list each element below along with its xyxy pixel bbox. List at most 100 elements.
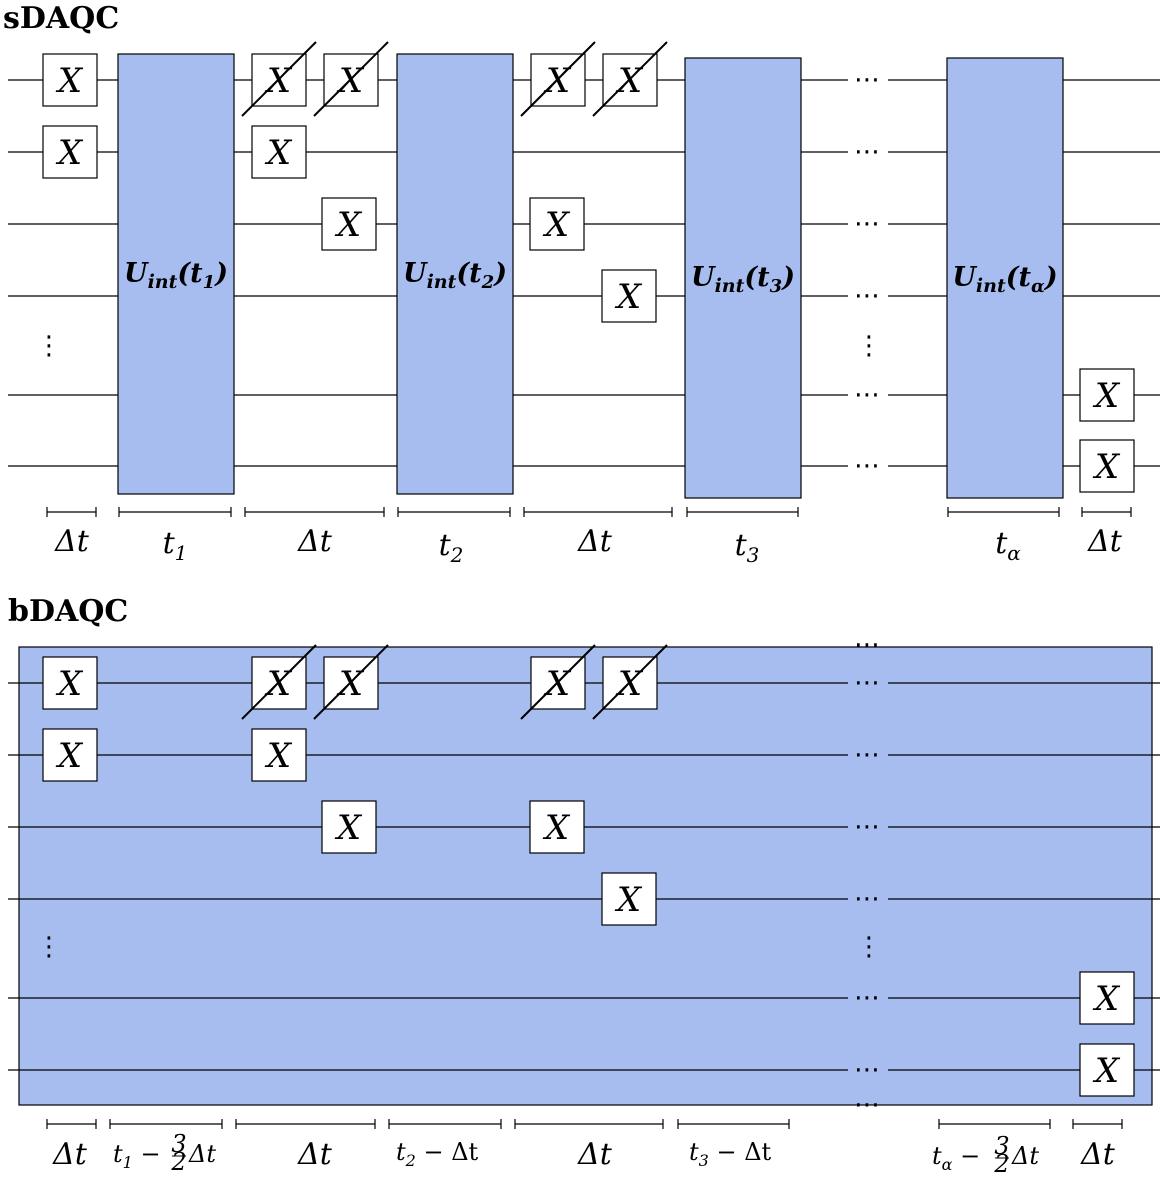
unitary-block: Uint(t2) [396, 53, 514, 495]
x-gate: X [251, 125, 307, 179]
sdaqc-time-brackets [46, 507, 1132, 517]
svg-text:X: X [614, 277, 643, 317]
svg-text:X: X [1092, 376, 1121, 416]
hdots: ⋯ [854, 884, 880, 914]
hdots: ⋯ [854, 380, 880, 410]
time-label: Δt [577, 1137, 613, 1172]
svg-text:2: 2 [993, 1150, 1009, 1178]
x-gate-crossed: X [313, 41, 389, 117]
svg-text:X: X [334, 205, 363, 245]
svg-text:X: X [55, 133, 84, 173]
unitary-block: Uint(tα) [946, 57, 1064, 499]
time-label: Δt [297, 524, 333, 559]
x-gate: X [601, 872, 657, 926]
x-gate-crossed: X [313, 644, 389, 720]
svg-text:X: X [264, 736, 293, 776]
hdots: ⋯ [854, 812, 880, 842]
hdots: ⋯ [854, 983, 880, 1013]
bdaqc-time-labels: Δt t1 − 3 2 Δt Δt t2 − Δt Δt t3 − Δt tα … [52, 1130, 1116, 1178]
x-gate: X [1079, 971, 1135, 1025]
svg-text:X: X [614, 880, 643, 920]
bdaqc-wires [8, 682, 1160, 1071]
x-gate: X [42, 656, 98, 710]
vdots: ⋮ [36, 331, 62, 361]
time-label: Δt [54, 524, 90, 559]
sdaqc-hdots: ⋯ ⋯ ⋯ ⋯ ⋯ ⋯ [854, 65, 880, 481]
svg-text:Uint(t1): Uint(t1) [124, 258, 228, 293]
time-label-fraction: tα − 3 2 Δt [932, 1132, 1039, 1178]
time-label: Δt [1087, 524, 1123, 559]
x-gate: X [1079, 1043, 1135, 1097]
bdaqc-hdots: ⋯ ⋯ ⋯ ⋯ ⋯ ⋯ ⋯ ⋯ [854, 630, 880, 1120]
x-gate: X [42, 53, 98, 107]
x-gate: X [1079, 439, 1135, 493]
unitary-block: Uint(t1) [117, 53, 235, 495]
hdots: ⋯ [854, 630, 880, 660]
x-gate: X [321, 197, 377, 251]
sdaqc-title: sDAQC [3, 1, 119, 36]
svg-text:Δt: Δt [188, 1140, 216, 1168]
svg-text:3: 3 [994, 1132, 1009, 1160]
time-label-fraction: t1 − 3 2 Δt [113, 1130, 216, 1176]
x-gate: X [529, 197, 585, 251]
interaction-background [18, 646, 1153, 1106]
time-label: t3 [735, 528, 760, 567]
time-label: t2 − Δt [396, 1138, 479, 1170]
x-gate-crossed: X [241, 644, 317, 720]
time-label: t1 [163, 526, 188, 565]
time-label: Δt [52, 1137, 88, 1172]
sdaqc-time-labels: Δt t1 Δt t2 Δt t3 tα Δt [54, 524, 1123, 567]
hdots: ⋯ [854, 281, 880, 311]
x-gate-crossed: X [520, 644, 596, 720]
svg-text:Δt: Δt [1011, 1142, 1039, 1170]
time-label: tα [995, 526, 1021, 565]
svg-text:X: X [1092, 447, 1121, 487]
hdots: ⋯ [854, 740, 880, 770]
time-label: t3 − Δt [689, 1138, 772, 1170]
svg-text:Uint(t2): Uint(t2) [403, 258, 507, 293]
vdots: ⋮ [856, 331, 882, 361]
u-label: U [124, 258, 149, 289]
svg-text:X: X [55, 664, 84, 704]
x-gate: X [42, 125, 98, 179]
bdaqc-title: bDAQC [8, 594, 128, 629]
svg-text:X: X [1092, 979, 1121, 1019]
x-gate-crossed: X [241, 41, 317, 117]
svg-text:X: X [542, 205, 571, 245]
svg-text:X: X [55, 736, 84, 776]
vdots: ⋮ [36, 932, 62, 962]
svg-text:3: 3 [171, 1130, 186, 1158]
time-label: Δt [1080, 1137, 1116, 1172]
svg-text:t1 −: t1 − [113, 1140, 168, 1172]
x-gate-crossed: X [592, 644, 668, 720]
svg-text:X: X [334, 808, 363, 848]
time-label: Δt [577, 524, 613, 559]
hdots: ⋯ [854, 451, 880, 481]
time-label: Δt [297, 1137, 333, 1172]
svg-text:X: X [264, 133, 293, 173]
hdots: ⋯ [854, 1090, 880, 1120]
unitary-block: Uint(t3) [684, 57, 802, 499]
svg-text:Uint(t3): Uint(t3) [691, 262, 795, 297]
svg-text:X: X [1092, 1051, 1121, 1091]
x-gate-crossed: X [520, 41, 596, 117]
hdots: ⋯ [854, 209, 880, 239]
svg-text:X: X [542, 808, 571, 848]
x-gate: X [251, 728, 307, 782]
svg-text:tα −: tα − [932, 1142, 988, 1174]
bdaqc-time-brackets [46, 1119, 1123, 1129]
x-gate: X [529, 800, 585, 854]
svg-text:X: X [55, 61, 84, 101]
svg-text:Uint(tα): Uint(tα) [952, 262, 1057, 297]
x-gate: X [321, 800, 377, 854]
vdots: ⋮ [856, 932, 882, 962]
x-gate: X [1079, 368, 1135, 422]
x-gate-crossed: X [592, 41, 668, 117]
svg-text:2: 2 [170, 1148, 186, 1176]
x-gate: X [42, 728, 98, 782]
hdots: ⋯ [854, 668, 880, 698]
x-gate: X [601, 269, 657, 323]
hdots: ⋯ [854, 65, 880, 95]
hdots: ⋯ [854, 1055, 880, 1085]
